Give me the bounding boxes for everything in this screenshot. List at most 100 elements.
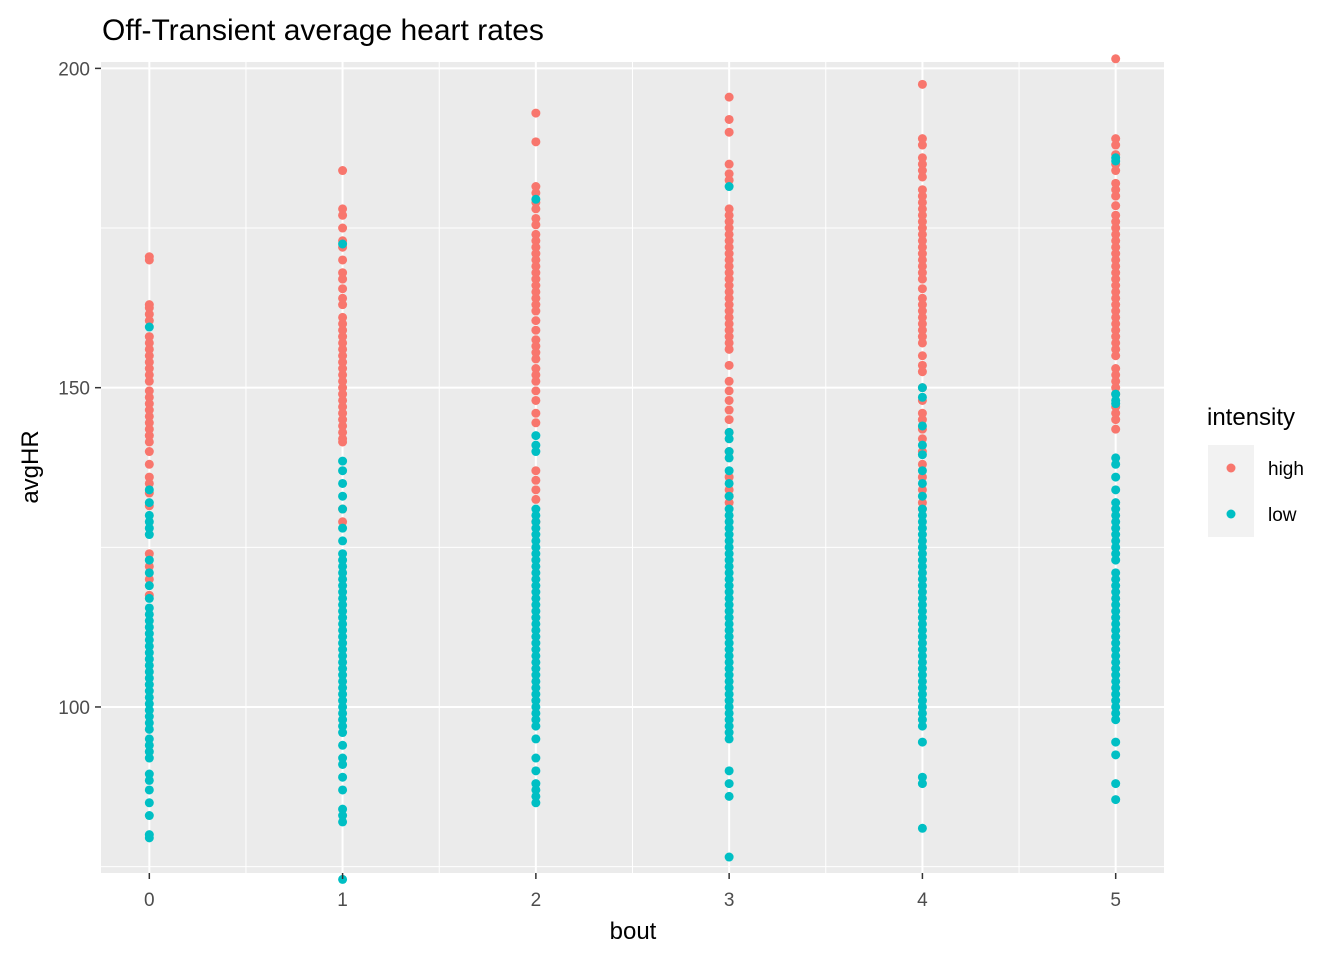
data-point-high xyxy=(531,242,541,252)
data-point-low xyxy=(724,728,734,738)
data-points xyxy=(144,54,1121,884)
data-point-high xyxy=(144,418,154,428)
data-point-high xyxy=(1111,210,1121,220)
data-point-low xyxy=(531,593,541,603)
data-point-low xyxy=(917,619,927,629)
data-point-high xyxy=(917,134,927,144)
data-point-high xyxy=(144,376,154,386)
data-point-low xyxy=(338,740,348,750)
data-point-high xyxy=(917,159,927,169)
data-point-high xyxy=(531,268,541,278)
data-point-low xyxy=(144,635,154,645)
data-point-low xyxy=(144,775,154,785)
data-point-high xyxy=(1111,338,1121,348)
data-point-high xyxy=(1111,424,1121,434)
data-point-low xyxy=(338,874,348,884)
data-point-high xyxy=(531,204,541,214)
data-point-high xyxy=(724,268,734,278)
data-point-low xyxy=(338,632,348,642)
data-point-high xyxy=(1111,332,1121,342)
data-point-high xyxy=(1111,166,1121,176)
data-point-high xyxy=(144,316,154,326)
data-point-low xyxy=(531,683,541,693)
data-point-low xyxy=(338,555,348,565)
data-point-high xyxy=(724,376,734,386)
data-point-low xyxy=(1111,574,1121,584)
data-point-high xyxy=(144,411,154,421)
data-point-low xyxy=(338,670,348,680)
data-point-low xyxy=(338,728,348,738)
data-point-high xyxy=(724,344,734,354)
data-point-high xyxy=(531,249,541,259)
data-point-low xyxy=(1111,485,1121,495)
data-point-low xyxy=(1111,587,1121,597)
data-point-low xyxy=(338,804,348,814)
data-point-low xyxy=(1111,625,1121,635)
data-point-low xyxy=(338,523,348,533)
data-point-high xyxy=(724,415,734,425)
data-point-high xyxy=(531,300,541,310)
data-point-high xyxy=(724,281,734,291)
data-point-high xyxy=(917,360,927,370)
data-point-high xyxy=(724,236,734,246)
data-point-low xyxy=(1111,683,1121,693)
data-point-high xyxy=(724,300,734,310)
data-point-low xyxy=(724,664,734,674)
data-point-low xyxy=(144,523,154,533)
data-point-low xyxy=(917,715,927,725)
data-point-high xyxy=(917,210,927,220)
data-point-low xyxy=(917,613,927,623)
data-point-low xyxy=(917,440,927,450)
data-point-low xyxy=(724,581,734,591)
data-point-high xyxy=(1111,140,1121,150)
data-point-low xyxy=(531,523,541,533)
data-point-low xyxy=(917,536,927,546)
data-point-high xyxy=(338,204,348,214)
data-point-low xyxy=(338,753,348,763)
data-point-low xyxy=(1111,651,1121,661)
data-point-low xyxy=(917,530,927,540)
data-point-high xyxy=(144,309,154,319)
data-point-high xyxy=(531,316,541,326)
data-point-low xyxy=(1111,779,1121,789)
data-point-low xyxy=(917,517,927,527)
data-point-high xyxy=(1111,54,1121,64)
data-point-low xyxy=(724,708,734,718)
data-point-low xyxy=(1111,795,1121,805)
data-point-low xyxy=(917,657,927,667)
data-point-high xyxy=(531,354,541,364)
data-point-low xyxy=(1111,504,1121,514)
data-point-low xyxy=(724,434,734,444)
data-point-high xyxy=(724,472,734,482)
data-point-low xyxy=(917,587,927,597)
data-point-high xyxy=(144,478,154,488)
data-point-low xyxy=(144,753,154,763)
data-point-low xyxy=(338,676,348,686)
data-point-low xyxy=(531,638,541,648)
data-point-high xyxy=(724,312,734,322)
data-point-low xyxy=(338,683,348,693)
data-point-low xyxy=(531,632,541,642)
data-point-low xyxy=(1111,156,1121,166)
data-point-low xyxy=(917,638,927,648)
data-point-low xyxy=(531,587,541,597)
data-point-low xyxy=(724,696,734,706)
data-point-high xyxy=(1111,415,1121,425)
data-point-low xyxy=(531,696,541,706)
data-point-high xyxy=(1111,281,1121,291)
data-point-high xyxy=(531,306,541,316)
data-point-high xyxy=(724,306,734,316)
data-point-low xyxy=(1111,581,1121,591)
data-point-low xyxy=(338,239,348,249)
data-point-low xyxy=(338,664,348,674)
data-point-low xyxy=(1111,453,1121,463)
data-point-high xyxy=(531,236,541,246)
data-point-high xyxy=(144,392,154,402)
data-point-low xyxy=(144,648,154,658)
data-point-low xyxy=(917,555,927,565)
data-point-high xyxy=(917,191,927,201)
data-point-low xyxy=(1111,498,1121,508)
data-point-low xyxy=(338,600,348,610)
data-point-high xyxy=(338,364,348,374)
data-point-low xyxy=(338,504,348,514)
